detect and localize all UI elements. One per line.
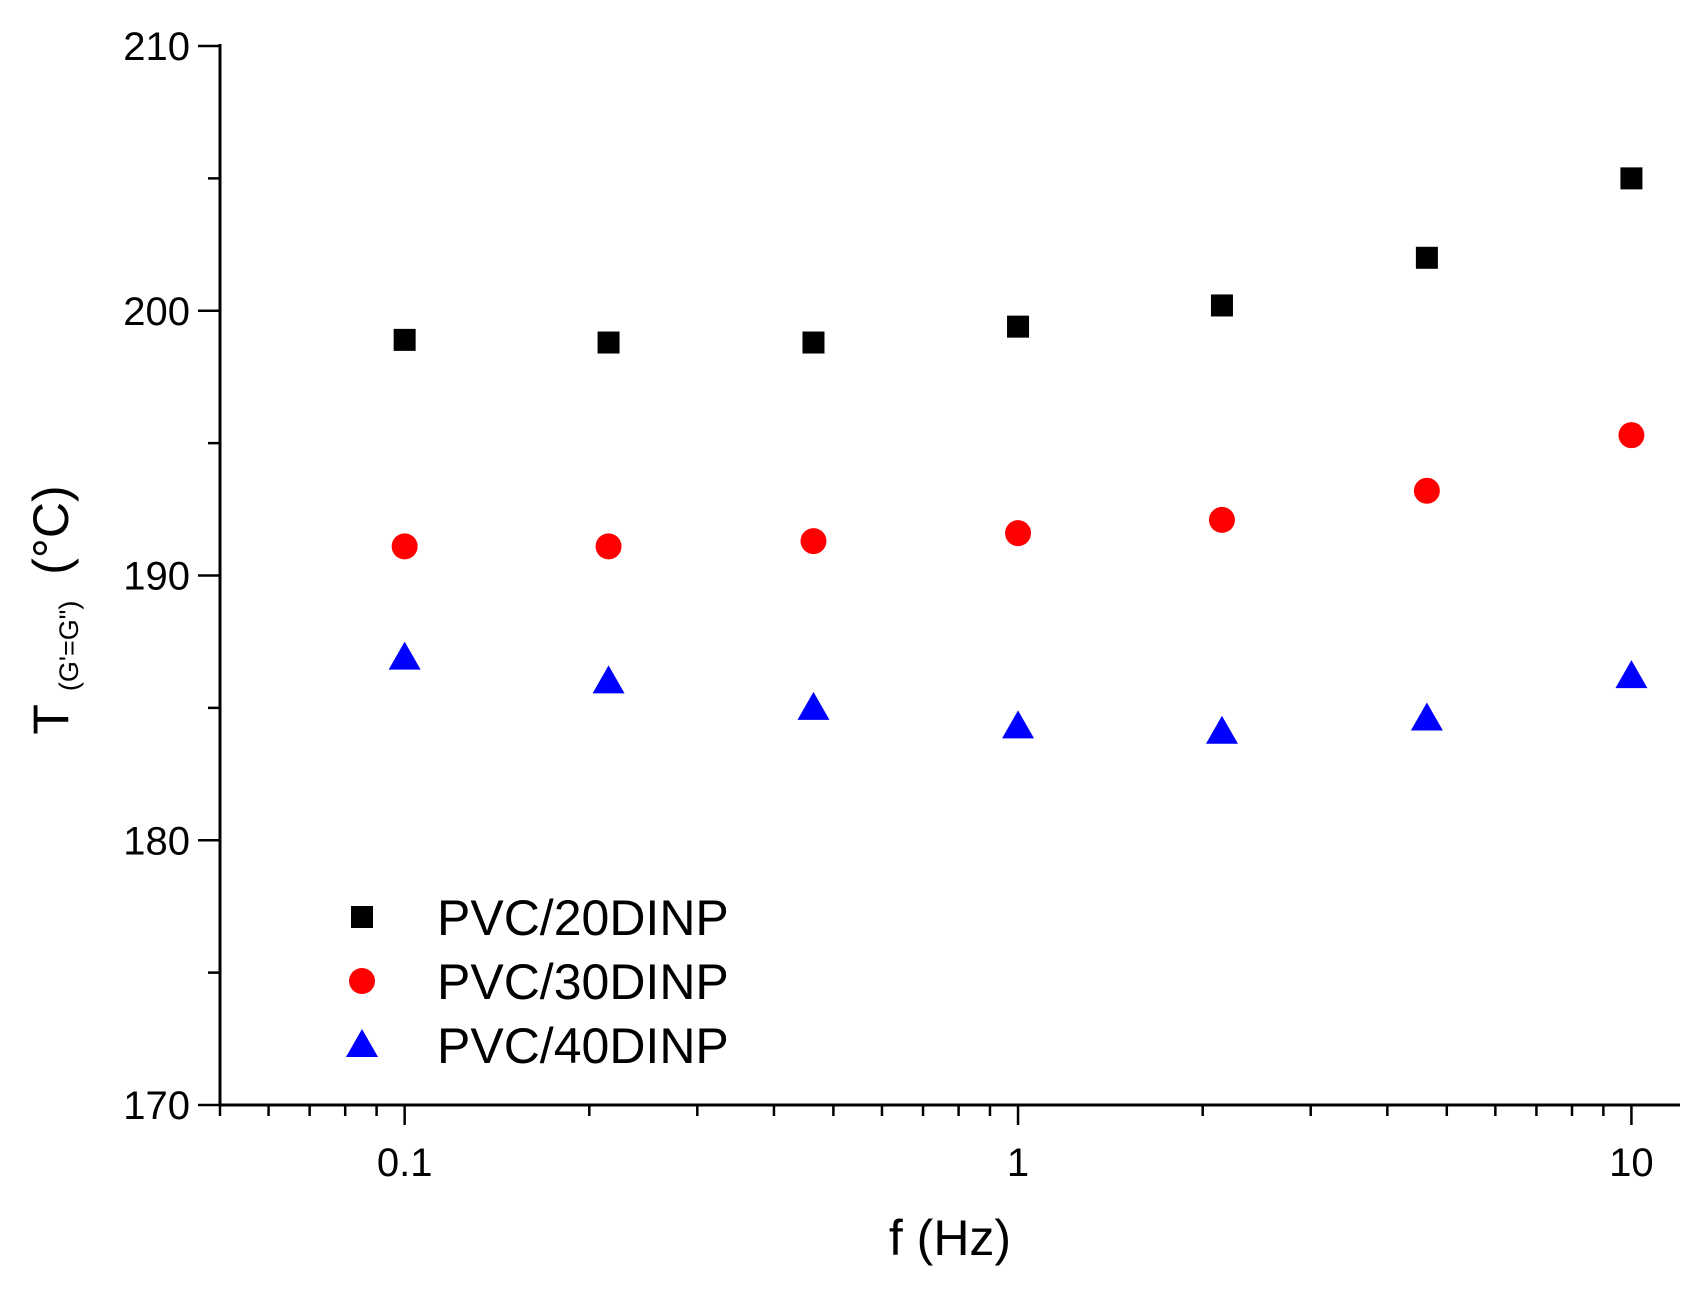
series-pvc-40dinp xyxy=(388,641,1648,744)
x-axis-title: f (Hz) xyxy=(889,1210,1011,1266)
data-point xyxy=(1615,660,1648,689)
data-point xyxy=(393,328,416,351)
y-axis-title: T (G'=G") (°C) xyxy=(23,485,89,734)
legend-marker xyxy=(351,906,373,928)
x-tick-label: 1 xyxy=(1007,1141,1029,1185)
y-tick-label: 210 xyxy=(123,25,190,69)
legend-marker xyxy=(349,968,375,994)
legend-label: PVC/40DINP xyxy=(437,1018,729,1074)
y-axis-title-subscript: (G'=G") xyxy=(54,601,84,692)
y-axis-title-unit: (°C) xyxy=(23,485,79,574)
data-point xyxy=(802,331,825,354)
svg-text:T (G'=G") (°C): T (G'=G") (°C) xyxy=(23,485,89,734)
data-point xyxy=(1007,315,1030,338)
data-point xyxy=(592,665,625,694)
data-point xyxy=(595,533,622,560)
y-tick-label: 170 xyxy=(123,1084,190,1128)
legend-item: PVC/30DINP xyxy=(349,954,729,1010)
legend-marker xyxy=(346,1029,378,1057)
data-point xyxy=(797,691,830,720)
series-pvc-20dinp xyxy=(393,167,1643,354)
legend-label: PVC/30DINP xyxy=(437,954,729,1010)
data-point xyxy=(1415,246,1438,269)
data-point xyxy=(1205,715,1238,744)
legend-label: PVC/20DINP xyxy=(437,890,729,946)
data-point xyxy=(800,528,827,555)
data-point xyxy=(597,331,620,354)
legend: PVC/20DINP PVC/30DINP PVC/40DINP xyxy=(346,890,729,1074)
y-tick-label: 180 xyxy=(123,819,190,863)
data-point xyxy=(1620,167,1643,190)
data-point xyxy=(1210,294,1233,317)
data-markers xyxy=(388,167,1648,744)
legend-item: PVC/40DINP xyxy=(346,1018,729,1074)
data-point xyxy=(1410,702,1443,731)
x-tick-label: 10 xyxy=(1609,1141,1654,1185)
data-point xyxy=(1002,710,1035,739)
x-axis-ticks: 0.1 1 10 xyxy=(218,1105,1654,1185)
y-axis-title-main: T xyxy=(23,705,79,735)
y-tick-label: 190 xyxy=(123,555,190,599)
data-point xyxy=(1413,477,1440,504)
data-point xyxy=(1208,506,1235,533)
data-point xyxy=(1005,520,1032,547)
series-pvc-30dinp xyxy=(391,422,1645,560)
y-axis-ticks: 170 180 190 200 210 xyxy=(123,25,220,1128)
data-point xyxy=(391,533,418,560)
x-tick-label: 0.1 xyxy=(377,1141,433,1185)
data-point xyxy=(388,641,421,670)
y-tick-label: 200 xyxy=(123,290,190,334)
data-point xyxy=(1618,422,1645,449)
legend-item: PVC/20DINP xyxy=(351,890,729,946)
